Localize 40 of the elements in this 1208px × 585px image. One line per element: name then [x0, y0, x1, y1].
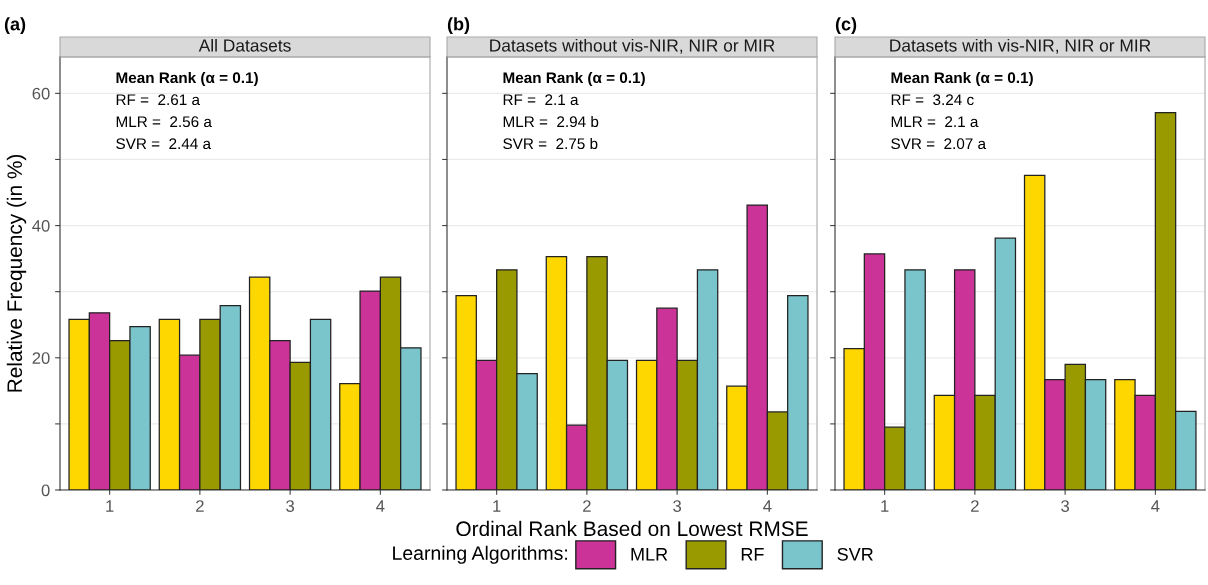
y-tick-label: 20: [32, 352, 50, 364]
annotation: MLR = 2.56 a: [116, 116, 212, 128]
annotation: RF = 3.24 c: [891, 94, 974, 106]
y-tick-label: 0: [41, 484, 50, 497]
y-tick-label: 40: [32, 219, 50, 232]
x-tick-label: 1: [881, 500, 889, 512]
x-tick-label: 4: [376, 500, 385, 512]
x-axis-title: Ordinal Rank Based on Lowest RMSE: [456, 520, 808, 537]
x-tick-label: 1: [106, 500, 114, 512]
x-tick-label: 3: [673, 500, 682, 512]
legend-label: SVR: [837, 547, 873, 561]
chart-subtitle: Datasets without vis-NIR, NIR or MIR: [490, 38, 775, 54]
annotation: RF = 2.61 a: [116, 94, 200, 106]
x-tick-label: 4: [763, 500, 772, 512]
annotation: RF = 2.1 a: [503, 94, 579, 106]
x-tick-label: 3: [1061, 500, 1070, 512]
chart-subtitle: Datasets with vis-NIR, NIR or MIR: [890, 38, 1151, 54]
annotation: MLR = 2.1 a: [891, 116, 979, 128]
x-tick-label: 3: [286, 500, 295, 512]
legend-label: MLR: [631, 548, 668, 561]
x-tick-label: 2: [971, 500, 979, 512]
legend-title: Learning Algorithms:: [393, 545, 568, 564]
chart-title: (c): [835, 17, 857, 34]
annotation: SVR = 2.44 a: [116, 138, 212, 150]
annotation: Mean Rank (α = 0.1): [116, 71, 258, 87]
x-tick-label: 4: [1151, 500, 1160, 512]
chart-title: (b): [447, 17, 470, 34]
y-tick-label: 60: [32, 87, 50, 100]
chart-title: (a): [4, 17, 26, 34]
y-axis-title: Relative Frequency (in %): [6, 154, 27, 392]
x-tick-label: 2: [196, 500, 204, 512]
x-tick-label: 1: [493, 500, 501, 512]
annotation: SVR = 2.75 b: [503, 137, 598, 150]
chart-subtitle: All Datasets: [198, 38, 291, 52]
annotation: SVR = 2.07 a: [891, 138, 987, 150]
legend-label: RF: [741, 548, 764, 561]
annotation: Mean Rank (α = 0.1): [503, 71, 645, 87]
x-tick-label: 2: [583, 500, 591, 512]
annotation: MLR = 2.94 b: [503, 115, 599, 128]
annotation: Mean Rank (α = 0.1): [891, 71, 1033, 87]
